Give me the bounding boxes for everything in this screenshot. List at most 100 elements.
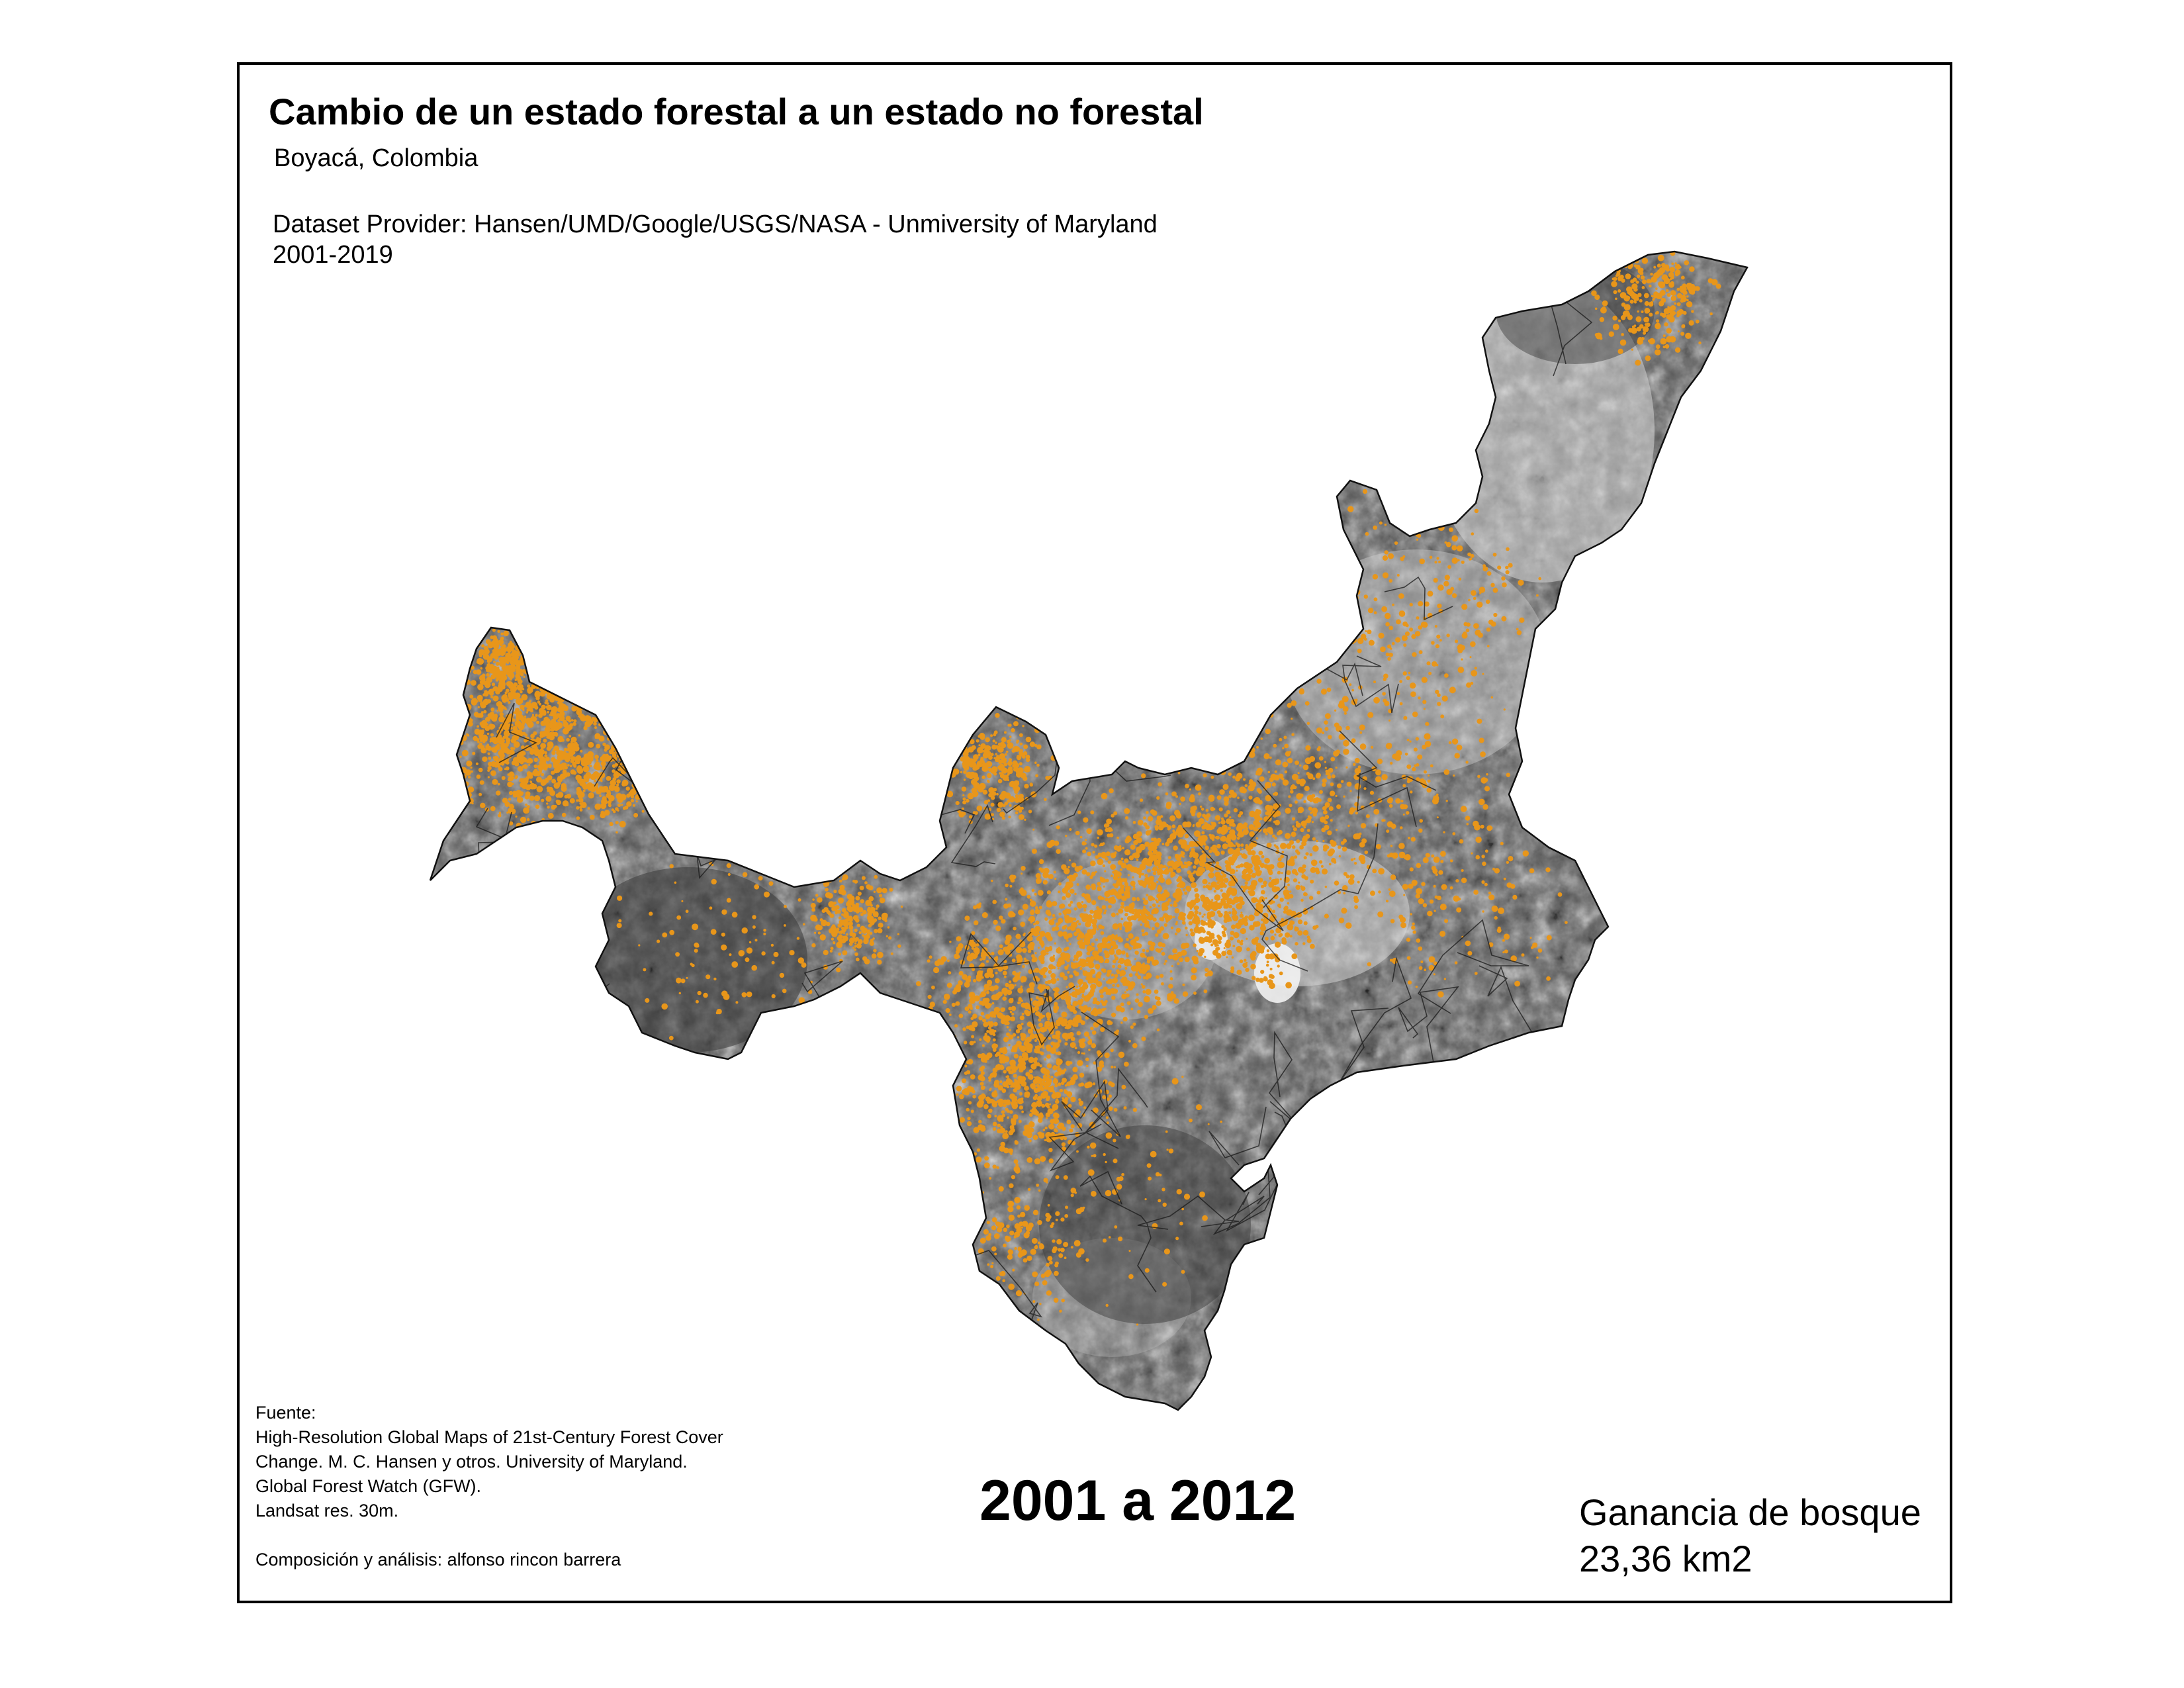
change-pixel [981,1094,986,1099]
change-pixel [1018,997,1022,1001]
change-pixel [1349,683,1352,686]
change-pixel [1165,792,1169,796]
change-pixel [490,806,496,812]
change-pixel [997,966,1003,972]
change-pixel [1223,913,1230,920]
change-pixel [973,978,977,983]
change-pixel [1351,688,1354,692]
change-pixel [1035,878,1042,884]
change-pixel [1251,938,1258,945]
change-pixel [968,975,972,979]
change-pixel [539,737,542,741]
change-pixel [1295,942,1298,946]
change-pixel [959,1117,966,1123]
change-pixel [1069,900,1073,904]
change-pixel [860,925,866,931]
change-pixel [1077,940,1083,946]
change-pixel [838,888,844,895]
change-pixel [1244,921,1249,926]
change-pixel [547,660,551,664]
change-pixel [571,687,578,694]
change-pixel [817,931,821,935]
change-pixel [481,644,485,648]
change-pixel [602,742,606,747]
change-pixel [961,1078,967,1084]
change-pixel [847,899,854,906]
change-pixel [875,908,878,910]
change-pixel [1336,783,1342,788]
change-pixel [1243,778,1246,781]
change-pixel [547,812,554,819]
change-pixel [606,776,612,781]
change-pixel [1277,870,1281,875]
change-pixel [983,1162,990,1168]
change-pixel [952,990,957,995]
change-pixel [480,739,483,743]
change-pixel [1335,752,1340,756]
change-pixel [968,1101,972,1105]
change-pixel [1098,924,1103,929]
change-pixel [579,808,583,812]
change-pixel [934,1025,939,1030]
change-pixel [1201,915,1205,918]
change-pixel [501,667,505,670]
change-pixel [537,700,541,704]
change-pixel [1002,970,1007,976]
change-pixel [588,761,592,765]
change-pixel [562,772,569,778]
change-pixel [1169,970,1173,973]
change-pixel [1176,868,1181,873]
change-pixel [962,794,965,797]
change-pixel [527,687,533,694]
change-pixel [1083,937,1091,944]
change-pixel [859,885,864,890]
change-pixel [1205,967,1209,972]
change-pixel [489,763,492,766]
change-pixel [1287,910,1291,914]
change-pixel [1014,1141,1019,1145]
change-pixel [617,803,621,807]
change-pixel [1086,951,1091,956]
change-pixel [1353,632,1357,636]
change-pixel [1076,902,1081,907]
change-pixel [1179,880,1183,884]
change-pixel [1188,902,1195,909]
change-pixel [980,962,985,968]
change-pixel [1303,800,1306,804]
change-pixel [1012,760,1018,766]
change-pixel [543,684,546,688]
change-pixel [1027,949,1032,953]
change-pixel [1052,988,1056,991]
change-pixel [1247,868,1253,874]
change-pixel [475,737,480,742]
change-pixel [1165,878,1171,885]
change-pixel [487,752,490,755]
change-pixel [1090,1026,1094,1031]
change-pixel [1147,861,1152,867]
change-pixel [509,658,512,661]
change-pixel [1044,1102,1050,1107]
change-pixel [972,1013,978,1019]
change-pixel [1294,855,1298,859]
change-pixel [1248,781,1252,785]
change-pixel [1042,1047,1045,1049]
change-pixel [1121,878,1125,882]
change-pixel [505,698,510,702]
change-pixel [1387,743,1392,748]
change-pixel [1007,724,1011,727]
change-pixel [589,765,592,767]
change-pixel [1021,872,1023,875]
change-pixel [1001,737,1007,743]
change-pixel [1307,773,1314,780]
change-pixel [1048,874,1054,879]
change-pixel [1317,654,1320,657]
change-pixel [1030,989,1034,994]
change-pixel [974,995,980,1002]
change-pixel [1109,969,1112,973]
change-pixel [578,734,580,737]
change-pixel [876,887,883,894]
change-pixel [522,688,525,690]
change-pixel [534,706,539,710]
change-pixel [557,719,561,722]
change-pixel [514,709,520,715]
